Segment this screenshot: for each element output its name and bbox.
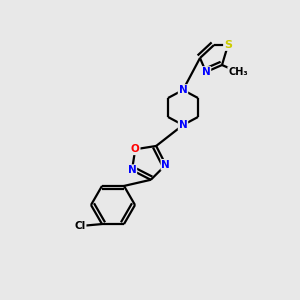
Text: N: N: [178, 85, 188, 95]
Text: CH₃: CH₃: [228, 67, 248, 77]
Text: N: N: [128, 165, 136, 175]
Text: O: O: [131, 144, 140, 154]
Text: N: N: [202, 67, 210, 77]
Text: Cl: Cl: [74, 221, 86, 231]
Text: S: S: [224, 40, 232, 50]
Text: N: N: [178, 120, 188, 130]
Text: N: N: [161, 160, 170, 170]
